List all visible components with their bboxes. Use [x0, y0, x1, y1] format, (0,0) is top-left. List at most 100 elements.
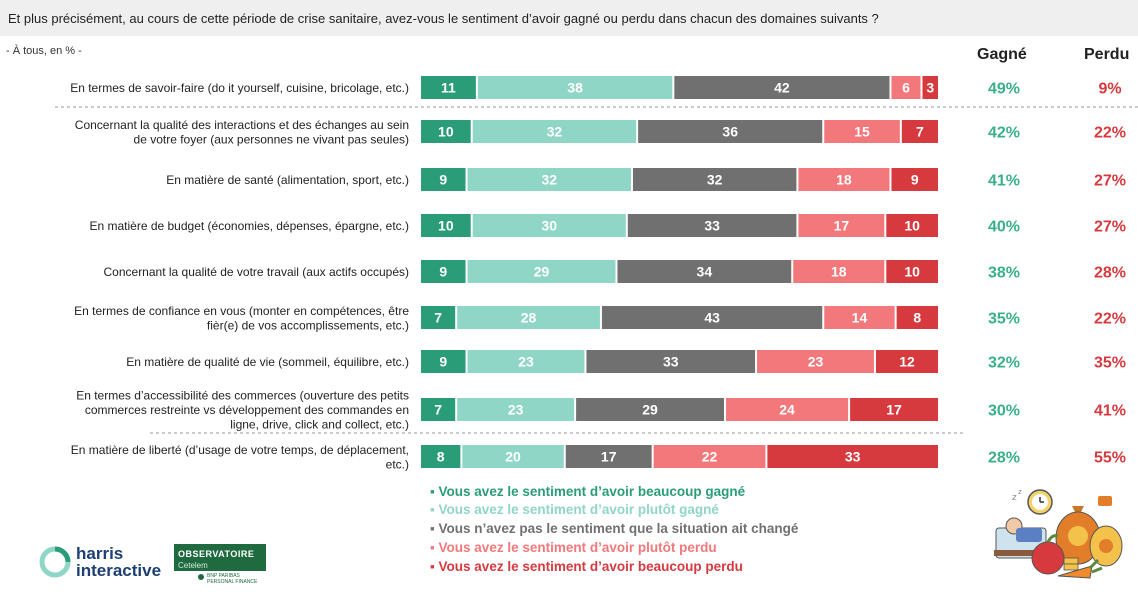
gagne-total: 41% — [988, 173, 1020, 190]
data-label: 38 — [567, 80, 583, 96]
data-label: 22 — [702, 449, 718, 465]
bar-segment-plutot-gagne — [477, 76, 673, 99]
category-label: En matière de santé (alimentation, sport… — [166, 173, 409, 187]
category-label: En termes de confiance en vous (monter e… — [74, 304, 409, 318]
data-label: 17 — [886, 402, 902, 418]
category-label: commerces restreinte vs développement de… — [85, 403, 409, 417]
legend-label: Vous n’avez pas le sentiment que la situ… — [438, 521, 799, 536]
harris-logo-arc — [54, 546, 71, 563]
legend-item-plutot-gagne: ▪ Vous avez le sentiment d’avoir plutôt … — [430, 502, 719, 517]
perdu-total: 41% — [1094, 403, 1126, 420]
gagne-total: 49% — [988, 81, 1020, 98]
data-label: 33 — [704, 218, 720, 234]
legend-label: Vous avez le sentiment d’avoir beaucoup … — [438, 559, 743, 574]
data-label: 33 — [845, 449, 861, 465]
data-label: 23 — [508, 402, 524, 418]
perdu-total: 9% — [1098, 81, 1121, 98]
gagne-total: 40% — [988, 219, 1020, 236]
data-label: 30 — [541, 218, 557, 234]
data-label: 10 — [904, 218, 920, 234]
question-header: Et plus précisément, au cours de cette p… — [0, 0, 1138, 36]
bar-segment-plutot-perdu — [824, 120, 900, 143]
category-label: fièr(e) de vos accomplissements, etc.) — [207, 318, 409, 332]
category-label: En matière de budget (économies, dépense… — [89, 219, 409, 233]
data-label: 3 — [926, 80, 934, 96]
bar-segment-plutot-gagne — [467, 260, 616, 283]
data-label: 23 — [808, 354, 824, 370]
bar-segment-pas-change — [565, 445, 652, 468]
data-label: 18 — [831, 264, 847, 280]
data-label: 28 — [521, 310, 537, 326]
bar-segment-beaucoup-perdu — [891, 168, 938, 191]
bar-segment-plutot-gagne — [467, 168, 631, 191]
data-label: 9 — [439, 264, 447, 280]
bar-segment-beaucoup-gagne — [421, 76, 476, 99]
data-label: 24 — [779, 402, 795, 418]
legend-bullet-icon: ▪ — [430, 540, 439, 555]
data-label: 29 — [534, 264, 550, 280]
data-label: 17 — [601, 449, 617, 465]
bar-segment-beaucoup-gagne — [421, 260, 466, 283]
category-label: Concernant la qualité de votre travail (… — [104, 265, 410, 279]
data-label: 42 — [774, 80, 790, 96]
bar-segment-beaucoup-perdu — [886, 214, 938, 237]
perdu-total: 27% — [1094, 219, 1126, 236]
data-label: 10 — [438, 218, 454, 234]
data-label: 9 — [439, 172, 447, 188]
bar-segment-beaucoup-perdu — [896, 306, 938, 329]
bar-segment-pas-change — [627, 214, 797, 237]
data-label: 9 — [911, 172, 919, 188]
bar-segment-pas-change — [674, 76, 890, 99]
perdu-column-header: Perdu — [1084, 46, 1130, 63]
data-label: 7 — [434, 402, 442, 418]
observatoire-cetelem-logo: OBSERVATOIRE Cetelem BNP PARIBAS PERSONA… — [174, 544, 266, 585]
category-label: En termes de savoir-faire (do it yoursel… — [70, 81, 409, 95]
bar-segment-pas-change — [601, 306, 823, 329]
legend-item-beaucoup-perdu: ▪ Vous avez le sentiment d’avoir beaucou… — [430, 559, 743, 574]
data-label: 20 — [505, 449, 521, 465]
data-label: 9 — [439, 354, 447, 370]
bnp-star-icon — [198, 574, 204, 580]
legend-label: Vous avez le sentiment d’avoir plutôt pe… — [438, 540, 717, 555]
gagne-total: 38% — [988, 265, 1020, 282]
data-label: 32 — [707, 172, 723, 188]
bar-segment-beaucoup-gagne — [421, 168, 466, 191]
bar-segment-plutot-perdu — [726, 398, 849, 421]
data-label: 29 — [642, 402, 658, 418]
bar-segment-beaucoup-perdu — [767, 445, 938, 468]
bnp-strip: BNP PARIBAS PERSONAL FINANCE — [174, 571, 266, 585]
legend-label: Vous avez le sentiment d’avoir plutôt ga… — [438, 502, 719, 517]
data-label: 15 — [854, 124, 870, 140]
bar-segment-plutot-perdu — [793, 260, 885, 283]
bar-segment-plutot-perdu — [798, 214, 885, 237]
bnp-logo-text: BNP PARIBAS PERSONAL FINANCE — [207, 573, 258, 585]
bar-segment-plutot-perdu — [653, 445, 766, 468]
gagne-total: 28% — [988, 450, 1020, 467]
perdu-total: 35% — [1094, 355, 1126, 372]
data-label: 14 — [852, 310, 868, 326]
bar-segment-beaucoup-perdu — [875, 350, 938, 373]
legend-bullet-icon: ▪ — [430, 521, 439, 536]
gagne-column-header: Gagné — [977, 46, 1027, 63]
data-label: 32 — [547, 124, 563, 140]
data-label: 7 — [916, 124, 924, 140]
bar-segment-beaucoup-gagne — [421, 120, 471, 143]
data-label: 8 — [913, 310, 921, 326]
bar-segment-plutot-gagne — [457, 306, 600, 329]
bar-segment-beaucoup-perdu — [886, 260, 938, 283]
legend-bullet-icon: ▪ — [430, 484, 439, 499]
data-label: 7 — [434, 310, 442, 326]
question-text: Et plus précisément, au cours de cette p… — [8, 11, 879, 26]
bar-segment-plutot-gagne — [472, 120, 637, 143]
harris-interactive-logo: harris interactive — [39, 544, 161, 580]
category-label: ligne, drive, click and collect, etc.) — [230, 418, 409, 432]
data-label: 10 — [904, 264, 920, 280]
category-label: Concernant la qualité des interactions e… — [75, 118, 409, 132]
data-label: 17 — [834, 218, 850, 234]
bar-segment-pas-change — [617, 260, 792, 283]
bar-segment-pas-change — [638, 120, 823, 143]
bar-segment-plutot-gagne — [462, 445, 564, 468]
perdu-total: 55% — [1094, 450, 1126, 467]
data-label: 12 — [899, 354, 915, 370]
